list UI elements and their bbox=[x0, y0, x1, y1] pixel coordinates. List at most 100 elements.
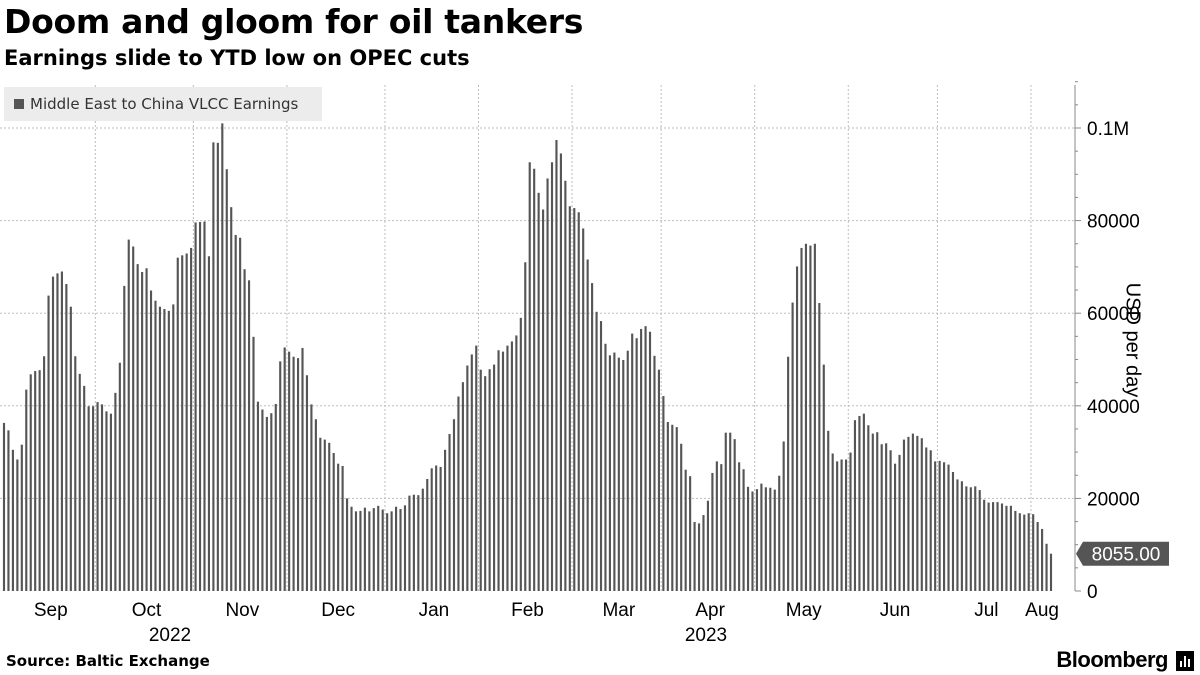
bar bbox=[595, 312, 597, 591]
bar bbox=[426, 479, 428, 591]
bar bbox=[34, 371, 36, 591]
x-month-label: Oct bbox=[132, 600, 162, 621]
bar bbox=[1014, 511, 1016, 591]
bar bbox=[551, 162, 553, 591]
bar bbox=[177, 258, 179, 591]
bar bbox=[235, 235, 237, 591]
bar bbox=[359, 511, 361, 591]
bar bbox=[79, 374, 81, 591]
bar bbox=[105, 411, 107, 591]
bar bbox=[849, 453, 851, 591]
bar bbox=[546, 178, 548, 591]
bar bbox=[431, 468, 433, 591]
bar bbox=[190, 248, 192, 591]
brand-logo: Bloomberg bbox=[1056, 647, 1168, 673]
bar bbox=[618, 358, 620, 591]
bar bbox=[382, 510, 384, 591]
bar bbox=[943, 462, 945, 591]
bar bbox=[471, 354, 473, 591]
bar bbox=[921, 438, 923, 591]
bar bbox=[818, 303, 820, 591]
bar bbox=[386, 513, 388, 591]
legend-swatch bbox=[14, 99, 24, 109]
bar bbox=[569, 206, 571, 591]
bar bbox=[448, 434, 450, 591]
bar bbox=[685, 470, 687, 591]
bar bbox=[279, 361, 281, 591]
x-axis-labels: SepOctNovDecJanFebMarAprMayJunJulAug2022… bbox=[34, 600, 1059, 646]
bar bbox=[604, 344, 606, 591]
bloomberg-chart-icon bbox=[1176, 651, 1194, 671]
bar bbox=[297, 358, 299, 591]
bar bbox=[203, 222, 205, 591]
bar bbox=[373, 508, 375, 591]
bar bbox=[217, 143, 219, 591]
bar bbox=[244, 269, 246, 591]
bar bbox=[890, 450, 892, 591]
bar bbox=[110, 414, 112, 591]
x-month-label: Jul bbox=[974, 600, 998, 621]
bar bbox=[903, 440, 905, 591]
x-month-label: Nov bbox=[225, 600, 259, 621]
bar bbox=[1005, 506, 1007, 591]
bar bbox=[814, 244, 816, 591]
bar bbox=[288, 352, 290, 591]
bar bbox=[970, 487, 972, 591]
bar bbox=[61, 272, 63, 591]
bar bbox=[747, 487, 749, 591]
bar bbox=[502, 352, 504, 591]
bar bbox=[774, 490, 776, 591]
bar bbox=[622, 360, 624, 591]
bar bbox=[96, 402, 98, 591]
bar bbox=[529, 162, 531, 591]
bar bbox=[885, 443, 887, 591]
bar bbox=[395, 507, 397, 591]
bar bbox=[800, 248, 802, 591]
bar bbox=[466, 366, 468, 591]
bar bbox=[25, 390, 27, 591]
bar bbox=[168, 311, 170, 591]
bar bbox=[658, 370, 660, 591]
bar bbox=[845, 460, 847, 591]
bar bbox=[734, 439, 736, 591]
bar bbox=[275, 404, 277, 591]
bar bbox=[662, 396, 664, 591]
bar bbox=[30, 374, 32, 591]
bar bbox=[65, 284, 67, 591]
bar bbox=[83, 386, 85, 591]
bar bbox=[261, 410, 263, 591]
x-month-label: Aug bbox=[1025, 600, 1059, 621]
bar bbox=[212, 142, 214, 591]
bar bbox=[520, 318, 522, 591]
bar bbox=[934, 461, 936, 591]
x-month-label: Jun bbox=[880, 600, 911, 621]
bar bbox=[573, 208, 575, 591]
bar bbox=[832, 453, 834, 591]
bar bbox=[328, 443, 330, 591]
bar bbox=[952, 472, 954, 591]
bar bbox=[92, 406, 94, 591]
bar bbox=[1028, 513, 1030, 591]
x-year-label: 2022 bbox=[149, 625, 191, 646]
bar bbox=[992, 502, 994, 591]
x-month-label: May bbox=[786, 600, 822, 621]
bar bbox=[907, 437, 909, 591]
bar bbox=[132, 247, 134, 591]
bar bbox=[413, 495, 415, 591]
bar bbox=[239, 238, 241, 591]
bar bbox=[676, 427, 678, 591]
bar bbox=[119, 363, 121, 591]
bar bbox=[644, 326, 646, 591]
bar bbox=[872, 434, 874, 591]
bar bbox=[150, 291, 152, 591]
bar bbox=[88, 406, 90, 591]
x-month-label: Sep bbox=[34, 600, 68, 621]
bar bbox=[983, 500, 985, 591]
bar bbox=[881, 444, 883, 591]
bar bbox=[453, 419, 455, 591]
y-axis-title: USD per day bbox=[1121, 283, 1144, 398]
bar bbox=[1041, 529, 1043, 591]
bar bbox=[751, 491, 753, 591]
bar bbox=[956, 479, 958, 591]
source-note: Source: Baltic Exchange bbox=[6, 652, 210, 670]
